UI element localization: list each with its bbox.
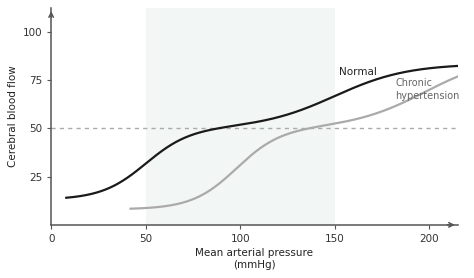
Text: Normal: Normal — [338, 67, 376, 77]
Y-axis label: Cerebral blood flow: Cerebral blood flow — [9, 66, 18, 167]
X-axis label: Mean arterial pressure
(mmHg): Mean arterial pressure (mmHg) — [195, 248, 313, 270]
Bar — [146, 8, 335, 225]
Text: Chronic
hypertension: Chronic hypertension — [395, 78, 460, 101]
